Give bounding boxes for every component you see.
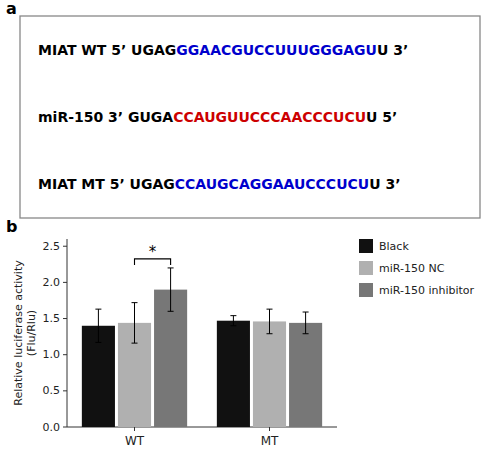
bar <box>217 321 250 427</box>
error-bar <box>230 316 236 326</box>
sequence-segment: U 3’ <box>377 42 408 58</box>
error-bar <box>132 303 138 343</box>
figure: aMIAT WT 5’ UGAGGGAACGUCCUUUGGGAGUU 3’mi… <box>0 0 500 459</box>
sequence-line: MIAT MT 5’ UGAGCCAUGCAGGAAUCCCUCUU 3’ <box>38 176 400 192</box>
panel-label: b <box>6 217 17 236</box>
error-bar <box>303 312 309 334</box>
y-tick <box>63 282 67 283</box>
y-tick-label: 1.0 <box>43 348 61 361</box>
sequence-segment: U 5’ <box>366 109 397 125</box>
y-tick-label: 1.5 <box>43 312 61 325</box>
error-bar <box>95 309 101 342</box>
legend-swatch <box>359 239 373 253</box>
legend-label: Black <box>379 240 409 253</box>
y-axis-label-line: Relative luciferase activity <box>12 260 25 406</box>
y-tick-label: 2.0 <box>43 276 61 289</box>
significance-label: * <box>149 243 157 261</box>
legend-label: miR-150 inhibitor <box>379 284 475 297</box>
sequence-segment: CCAUGUUCCCAACCCUCU <box>173 109 366 125</box>
legend-swatch <box>359 261 373 275</box>
y-tick-label: 2.5 <box>43 240 61 253</box>
legend-label: miR-150 NC <box>379 262 445 275</box>
error-bar <box>168 268 174 311</box>
bars <box>82 268 322 427</box>
y-axis-label: Relative luciferase activity(Flu/Rlu) <box>12 260 38 406</box>
x-tick-label: MT <box>261 434 279 448</box>
sequence-segment: MIAT MT 5’ UGAG <box>38 176 175 192</box>
error-bar <box>267 309 273 334</box>
y-tick <box>63 354 67 355</box>
y-axis-label-line: (Flu/Rlu) <box>25 310 38 356</box>
y-axis-line <box>67 239 68 427</box>
sequence-line: MIAT WT 5’ UGAGGGAACGUCCUUUGGGAGUU 3’ <box>38 42 408 58</box>
x-tick-label: WT <box>125 434 145 448</box>
sequence-segment: GGAACGUCCUUUGGGAGU <box>176 42 377 58</box>
x-tick <box>134 427 135 431</box>
sequence-segment: U 3’ <box>369 176 400 192</box>
y-tick <box>63 390 67 391</box>
sequence-segment: CCAUGCAGGAAUCCCUCU <box>175 176 369 192</box>
bar <box>253 321 286 427</box>
sequence-segment: miR-150 3’ GUGA <box>38 109 173 125</box>
legend-swatch <box>359 283 373 297</box>
sequence-line: miR-150 3’ GUGACCAUGUUCCCAACCCUCUU 5’ <box>38 109 397 125</box>
x-tick <box>269 427 270 431</box>
y-tick <box>63 427 67 428</box>
y-tick <box>63 318 67 319</box>
sequence-segment: MIAT WT 5’ UGAG <box>38 42 176 58</box>
panel-label: a <box>6 0 17 18</box>
y-tick-label: 0.0 <box>43 421 61 434</box>
panel-box <box>20 16 480 218</box>
y-tick-label: 0.5 <box>43 384 61 397</box>
y-tick <box>63 246 67 247</box>
y-label-group: Relative luciferase activity(Flu/Rlu) <box>12 260 38 406</box>
bar <box>289 323 322 427</box>
